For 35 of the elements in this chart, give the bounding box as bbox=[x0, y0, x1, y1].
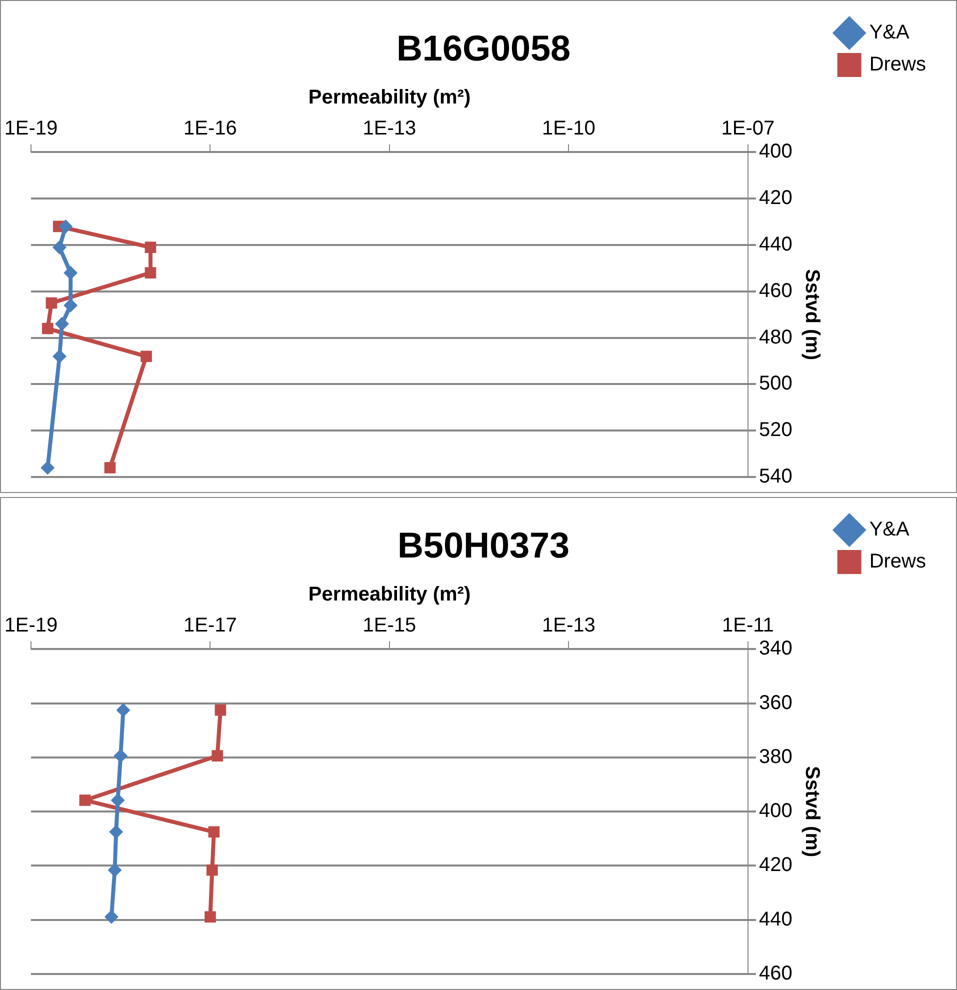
y-tick-label: 360 bbox=[758, 692, 792, 714]
y-tick-label: 440 bbox=[758, 234, 792, 256]
x-tick-label: 1E-16 bbox=[184, 118, 237, 140]
y-tick-label: 460 bbox=[758, 962, 792, 985]
y-tick-label: 440 bbox=[758, 908, 792, 930]
y-tick-label: 380 bbox=[758, 746, 792, 768]
y-axis-title: Sstvd (m) bbox=[800, 766, 823, 858]
x-tick-label: 1E-07 bbox=[721, 118, 775, 140]
x-tick-label: 1E-17 bbox=[184, 614, 237, 637]
x-axis-title: Permeability (m²) bbox=[308, 584, 471, 606]
y-tick-label: 400 bbox=[758, 140, 792, 163]
legend-label: Drews bbox=[869, 550, 926, 573]
y-tick-label: 420 bbox=[758, 187, 792, 210]
chart-title: B50H0373 bbox=[397, 524, 570, 566]
x-tick-label: 1E-19 bbox=[4, 614, 58, 637]
x-tick-label: 1E-11 bbox=[722, 614, 774, 637]
legend-label: Y&A bbox=[869, 518, 910, 541]
y-tick-label: 540 bbox=[758, 466, 792, 488]
y-tick-label: 520 bbox=[758, 419, 792, 442]
legend-label: Drews bbox=[869, 54, 926, 76]
x-tick-label: 1E-15 bbox=[362, 614, 416, 637]
y-tick-label: 480 bbox=[758, 326, 792, 348]
legend-label: Y&A bbox=[869, 22, 910, 44]
y-tick-label: 400 bbox=[758, 800, 792, 822]
chart-title: B16G0058 bbox=[396, 28, 571, 69]
y-tick-label: 500 bbox=[758, 372, 792, 395]
x-tick-label: 1E-19 bbox=[4, 118, 58, 140]
y-tick-label: 340 bbox=[758, 638, 792, 660]
x-tick-label: 1E-10 bbox=[542, 118, 596, 140]
x-axis-title: Permeability (m²) bbox=[308, 86, 471, 109]
y-tick-label: 420 bbox=[758, 854, 792, 876]
y-axis-title: Sstvd (m) bbox=[800, 269, 823, 360]
y-tick-label: 460 bbox=[758, 280, 792, 302]
x-tick-label: 1E-13 bbox=[542, 614, 596, 637]
x-tick-label: 1E-13 bbox=[362, 118, 416, 140]
